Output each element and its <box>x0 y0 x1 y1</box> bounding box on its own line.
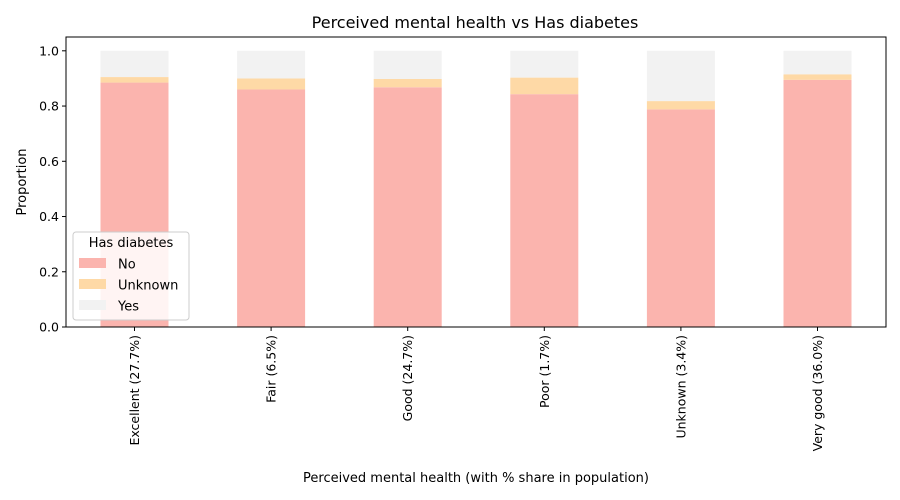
legend-box <box>72 231 190 321</box>
legend-label-yes: Yes <box>117 300 139 315</box>
bar-yes-2 <box>373 50 442 79</box>
y-tick-label: 0.8 <box>39 99 59 114</box>
y-tick-label: 0.4 <box>39 209 59 224</box>
legend-label-unknown: Unknown <box>118 279 178 294</box>
legend-swatch-no <box>79 258 106 268</box>
bar-unknown-3 <box>510 77 579 95</box>
x-tick-label: Unknown (3.4%) <box>673 335 688 439</box>
bar-no-3 <box>510 94 579 327</box>
bars-layer <box>100 50 852 328</box>
legend-title: Has diabetes <box>89 236 174 251</box>
chart-title: Perceived mental health vs Has diabetes <box>312 13 639 32</box>
bar-unknown-1 <box>237 78 306 90</box>
legend-swatch-unknown <box>79 279 106 289</box>
x-tick-label: Excellent (27.7%) <box>127 335 142 446</box>
y-tick-label: 0.2 <box>39 264 59 279</box>
y-axis-title: Proportion <box>15 148 30 215</box>
x-tick-label: Very good (36.0%) <box>810 335 825 451</box>
bar-yes-0 <box>100 50 169 78</box>
bar-yes-1 <box>237 50 306 79</box>
bar-yes-3 <box>510 50 579 78</box>
bar-unknown-0 <box>100 77 169 83</box>
x-tick-label: Poor (1.7%) <box>537 335 552 408</box>
bar-no-5 <box>783 79 852 327</box>
legend-label-no: No <box>118 258 136 273</box>
x-axis: Excellent (27.7%) Fair (6.5%) Good (24.7%)… <box>127 327 825 451</box>
y-axis: 0.0 0.2 0.4 0.6 0.8 1.0 <box>39 43 66 335</box>
legend: Has diabetes No Unknown Yes <box>72 231 190 321</box>
bar-no-4 <box>646 109 715 327</box>
x-tick-label: Good (24.7%) <box>400 335 415 421</box>
x-axis-title: Perceived mental health (with % share in… <box>303 471 649 486</box>
y-tick-label: 0.6 <box>39 154 59 169</box>
bar-yes-5 <box>783 50 852 75</box>
bar-unknown-5 <box>783 74 852 80</box>
bar-unknown-4 <box>646 101 715 110</box>
plot-frame <box>65 36 887 328</box>
bar-unknown-2 <box>373 78 442 88</box>
bar-yes-4 <box>646 50 715 102</box>
bar-no-2 <box>373 87 442 328</box>
legend-swatch-yes <box>79 300 106 310</box>
bar-no-1 <box>237 89 306 327</box>
x-tick-label: Fair (6.5%) <box>264 335 279 403</box>
y-tick-label: 0.0 <box>39 320 59 335</box>
y-tick-label: 1.0 <box>39 43 59 58</box>
